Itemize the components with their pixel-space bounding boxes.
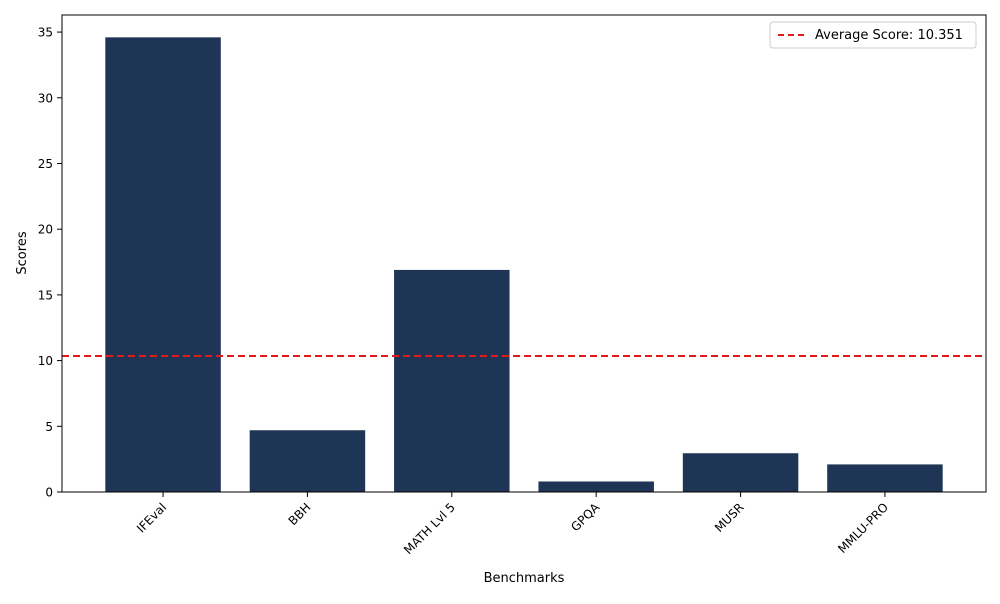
legend-label: Average Score: 10.351 bbox=[815, 28, 963, 43]
bars-layer bbox=[105, 37, 943, 493]
y-tick-label: 5 bbox=[45, 420, 53, 434]
axes-layer bbox=[61, 14, 987, 493]
y-axis-label: Scores bbox=[15, 231, 30, 274]
legend-box bbox=[769, 21, 977, 49]
bar-bbh bbox=[249, 430, 366, 492]
y-tick-label: 0 bbox=[45, 486, 53, 500]
bar-gpqa bbox=[538, 481, 654, 492]
bar-math-lvl-5 bbox=[394, 269, 510, 492]
y-tick-label: 30 bbox=[38, 91, 53, 105]
bar-musr bbox=[682, 453, 799, 492]
legend: Average Score: 10.351 bbox=[769, 21, 977, 49]
y-tick-label: 20 bbox=[38, 223, 53, 237]
y-tick-label: 25 bbox=[38, 157, 53, 171]
y-tick-label: 10 bbox=[38, 354, 53, 368]
plot-frame bbox=[61, 14, 987, 493]
y-tick-label: 15 bbox=[38, 288, 53, 302]
bar-mmlu-pro bbox=[827, 464, 943, 492]
bar-ifeval bbox=[105, 37, 221, 493]
x-axis-label: Benchmarks bbox=[484, 571, 565, 586]
y-tick-label: 35 bbox=[38, 26, 53, 40]
